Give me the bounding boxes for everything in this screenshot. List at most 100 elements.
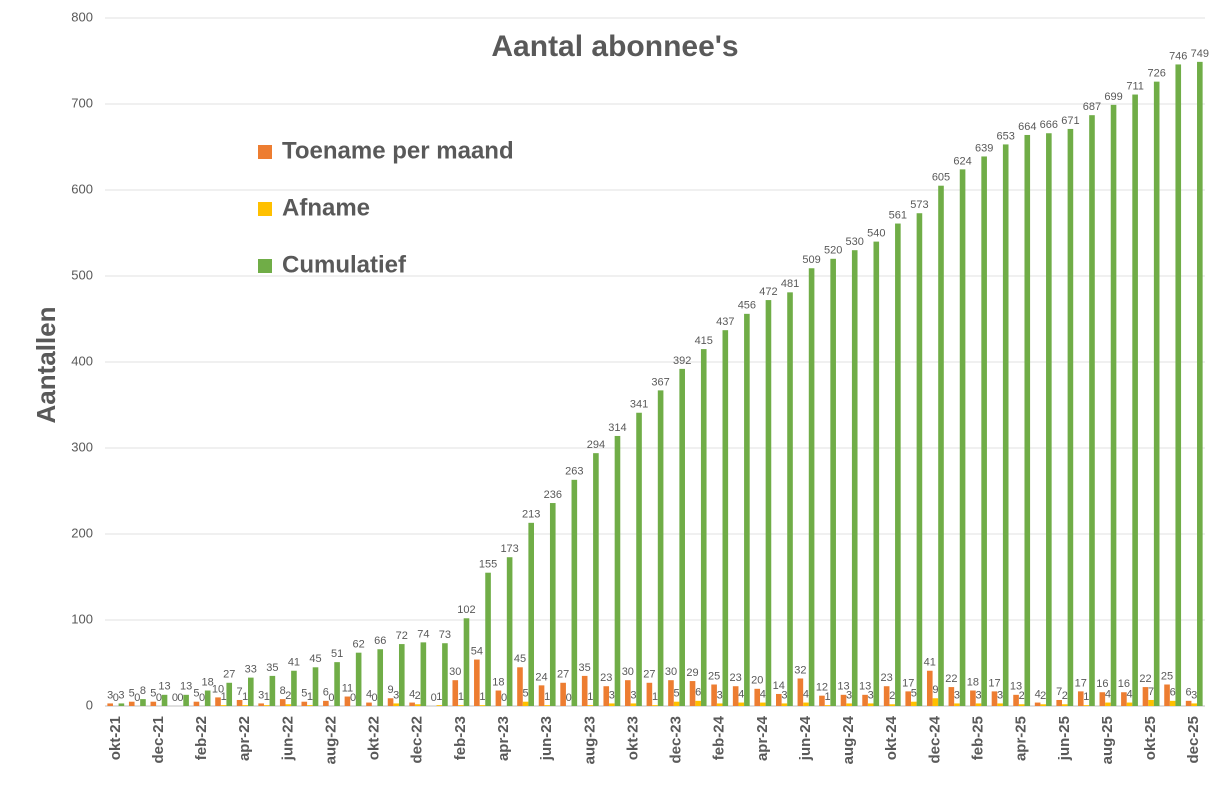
data-label: 9 <box>932 684 938 696</box>
bar <box>479 705 486 706</box>
x-tick-label: feb-22 <box>193 716 210 760</box>
data-label: 540 <box>867 228 885 240</box>
x-tick-label: okt-21 <box>107 716 124 760</box>
data-label: 3 <box>868 689 874 701</box>
bar <box>808 268 815 706</box>
bar <box>1046 133 1052 707</box>
bar <box>1034 702 1041 706</box>
bar <box>657 390 664 706</box>
data-label: 13 <box>859 681 871 693</box>
data-label: 1 <box>479 691 485 703</box>
bar <box>414 704 421 706</box>
data-label: 7 <box>237 686 243 698</box>
data-label: 13 <box>837 681 849 693</box>
data-label: 5 <box>911 688 917 700</box>
bar <box>889 704 896 706</box>
bar <box>689 681 696 706</box>
data-label: 27 <box>643 669 655 681</box>
bar <box>824 705 831 706</box>
bar <box>458 705 464 706</box>
data-label: 5 <box>674 688 680 700</box>
bar <box>646 682 653 706</box>
data-label: 4 <box>738 688 744 700</box>
bar <box>1024 134 1031 706</box>
data-label: 13 <box>180 681 192 693</box>
data-label: 0 <box>328 692 334 704</box>
data-label: 2 <box>1019 690 1025 702</box>
data-label: 73 <box>439 629 451 641</box>
data-label: 25 <box>708 670 720 682</box>
data-label: 16 <box>1096 678 1108 690</box>
bar <box>442 643 448 706</box>
data-label: 520 <box>824 245 842 257</box>
x-tick-label: jun-22 <box>279 716 296 761</box>
data-label: 17 <box>902 677 914 689</box>
bar <box>236 699 243 706</box>
data-label: 6 <box>323 687 329 699</box>
data-label: 5 <box>523 688 529 700</box>
bar <box>695 700 701 706</box>
data-label: 4 <box>1126 688 1132 700</box>
data-label: 0 <box>134 692 140 704</box>
data-label: 23 <box>881 672 893 684</box>
bar <box>258 703 264 706</box>
data-label: 30 <box>449 666 461 678</box>
bar <box>291 670 297 706</box>
data-label: 3 <box>954 689 960 701</box>
data-label: 22 <box>945 673 957 685</box>
bar <box>991 691 998 706</box>
bar <box>609 703 615 706</box>
bar <box>711 684 717 706</box>
data-label: 749 <box>1191 48 1209 60</box>
bar <box>673 701 680 706</box>
data-label: 51 <box>331 648 343 660</box>
bar <box>307 705 313 706</box>
bar <box>636 412 642 706</box>
data-label: 392 <box>673 355 691 367</box>
bar <box>522 701 529 706</box>
bar <box>716 703 723 706</box>
data-label: 54 <box>471 645 483 657</box>
bar <box>862 694 868 706</box>
data-label: 18 <box>967 676 979 688</box>
data-label: 10 <box>212 683 224 695</box>
bar <box>1077 691 1084 706</box>
data-label: 12 <box>816 682 828 694</box>
x-tick-label: jun-25 <box>1056 716 1073 761</box>
data-label: 341 <box>630 399 648 411</box>
bar <box>1056 699 1062 706</box>
legend-swatch <box>258 145 272 159</box>
x-tick-label: okt-25 <box>1142 716 1159 760</box>
bar <box>954 703 960 706</box>
bar <box>668 680 674 706</box>
data-label: 24 <box>535 671 547 683</box>
data-label: 3 <box>997 689 1003 701</box>
data-label: 653 <box>997 130 1015 142</box>
bar <box>830 258 836 706</box>
data-label: 1 <box>1083 691 1089 703</box>
data-label: 20 <box>751 675 763 687</box>
y-tick-label: 800 <box>71 9 93 24</box>
bar <box>1175 64 1182 706</box>
data-label: 481 <box>781 278 799 290</box>
data-label: 0 <box>156 692 162 704</box>
bar <box>1040 704 1047 706</box>
data-label: 5 <box>301 688 307 700</box>
data-label: 0 <box>172 692 178 704</box>
legend-swatch <box>258 202 272 216</box>
data-label: 664 <box>1018 121 1036 133</box>
data-label: 13 <box>158 681 170 693</box>
data-label: 4 <box>803 688 809 700</box>
bar <box>1142 687 1149 706</box>
x-tick-label: feb-24 <box>711 715 728 760</box>
data-label: 472 <box>759 286 777 298</box>
bar <box>959 169 966 707</box>
data-label: 605 <box>932 172 950 184</box>
bar <box>1121 692 1127 706</box>
data-label: 155 <box>479 559 497 571</box>
x-tick-label: apr-22 <box>236 716 253 761</box>
bar <box>183 694 189 706</box>
data-label: 30 <box>665 666 677 678</box>
data-label: 0 <box>177 692 183 704</box>
